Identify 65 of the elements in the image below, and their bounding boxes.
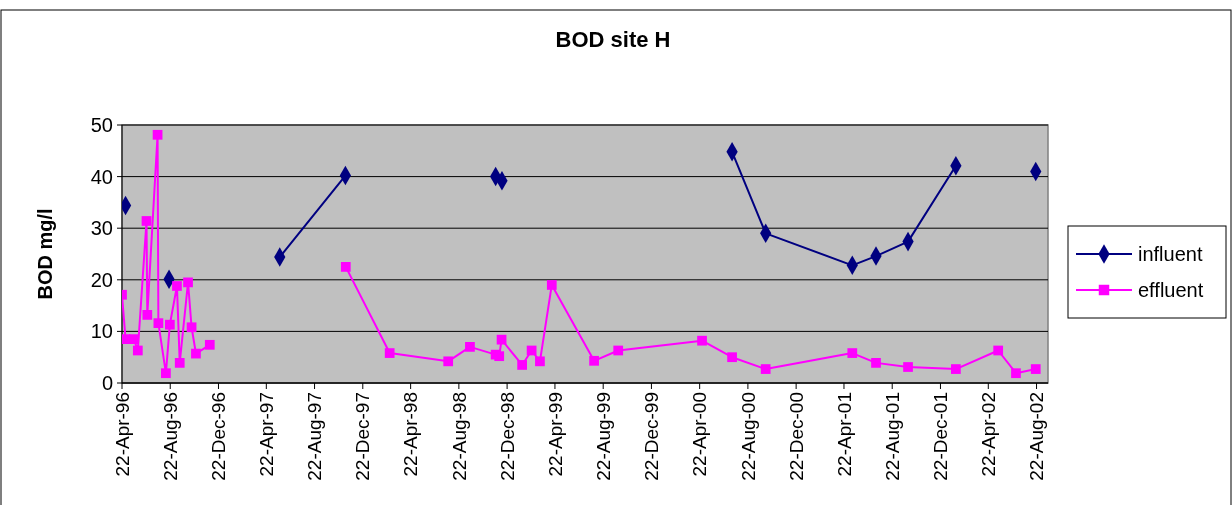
x-tick-label: 22-Dec-99 (641, 392, 663, 481)
point (613, 345, 624, 356)
x-tick-label: 22-Dec-98 (496, 392, 518, 481)
point (128, 334, 139, 345)
point (164, 319, 175, 330)
point (494, 351, 505, 362)
x-tick-label: 22-Aug-97 (304, 392, 326, 481)
x-tick-label: 22-Dec-00 (785, 392, 807, 481)
x-tick-label: 22-Apr-96 (111, 392, 133, 477)
x-tick-label: 22-Aug-98 (448, 392, 470, 481)
legend-label: influent (1138, 243, 1203, 265)
y-tick-label: 10 (90, 320, 113, 343)
x-tick-label: 22-Aug-99 (592, 392, 614, 481)
y-tick-label: 0 (101, 372, 113, 394)
point (760, 364, 771, 374)
point (384, 348, 395, 358)
point (183, 277, 193, 288)
y-tick-label: 50 (90, 114, 113, 136)
point (172, 281, 182, 291)
point (141, 216, 152, 226)
x-tick-label: 22-Dec-96 (208, 392, 230, 481)
y-tick-label: 30 (90, 217, 113, 240)
y-axis-title: BOD mg/l (34, 208, 56, 300)
point (186, 322, 197, 333)
point (191, 348, 201, 359)
point (204, 339, 215, 350)
x-tick-label: 22-Apr-98 (400, 392, 422, 477)
x-tick-label: 22-Apr-01 (833, 392, 855, 477)
x-tick-label: 22-Dec-97 (352, 392, 374, 481)
x-tick-label: 22-Apr-00 (689, 392, 711, 477)
point (153, 318, 164, 329)
point (161, 368, 171, 379)
point (847, 348, 858, 358)
point (903, 362, 913, 372)
point (496, 334, 507, 345)
point (697, 335, 707, 346)
point (546, 280, 557, 290)
point (727, 352, 737, 363)
chart-title: BOD site H (555, 27, 671, 52)
point (993, 345, 1004, 356)
point (951, 364, 961, 374)
point (589, 355, 599, 366)
point (1011, 368, 1021, 379)
point (1030, 364, 1041, 374)
point (465, 342, 475, 352)
point (132, 345, 143, 356)
point (152, 129, 163, 140)
point (517, 360, 528, 370)
x-tick-label: 22-Aug-01 (881, 392, 903, 481)
point (174, 358, 185, 368)
y-tick-label: 20 (90, 268, 113, 291)
point (340, 262, 351, 272)
x-tick-label: 22-Apr-99 (544, 392, 566, 477)
point (535, 356, 545, 367)
y-tick-label: 40 (90, 165, 113, 188)
point (142, 310, 153, 320)
x-tick-label: 22-Aug-02 (1026, 392, 1048, 481)
x-tick-label: 22-Aug-00 (737, 392, 759, 481)
legend-label: effluent (1138, 279, 1204, 301)
x-tick-label: 22-Apr-97 (255, 392, 277, 477)
x-tick-label: 22-Dec-01 (930, 392, 952, 481)
point (871, 358, 881, 368)
x-tick-label: 22-Aug-96 (159, 392, 181, 481)
x-tick-label: 22-Apr-02 (977, 392, 999, 477)
point (443, 356, 454, 367)
